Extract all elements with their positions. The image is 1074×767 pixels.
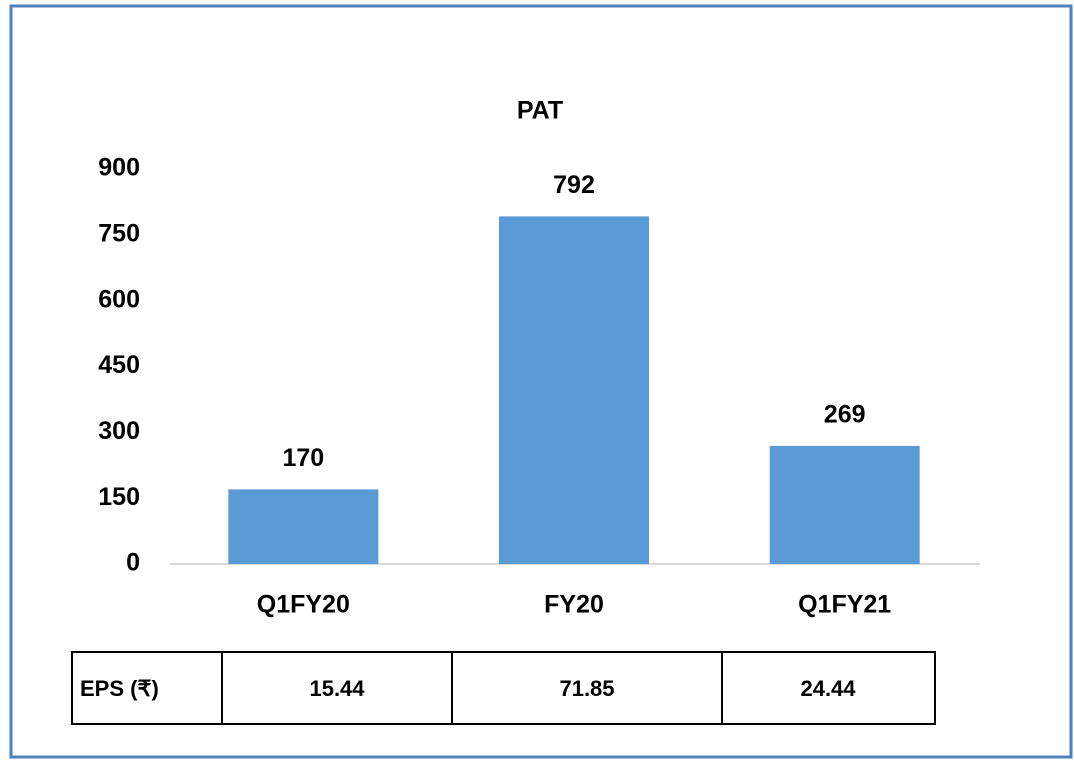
x-tick-label: FY20	[544, 591, 604, 619]
bar	[499, 216, 649, 564]
y-tick-label: 900	[98, 154, 140, 182]
x-tick-label: Q1FY21	[798, 591, 891, 619]
chart-title: PAT	[517, 97, 563, 125]
data-label: 170	[282, 444, 324, 472]
bar	[769, 445, 920, 564]
y-tick-label: 600	[98, 285, 140, 313]
x-tick-label: Q1FY20	[257, 591, 350, 619]
y-tick-label: 150	[98, 483, 140, 511]
table-cell: 71.85	[559, 676, 614, 701]
table-cell: 24.44	[800, 676, 856, 701]
y-tick-label: 0	[126, 549, 140, 577]
y-tick-label: 450	[98, 351, 140, 379]
data-label: 792	[553, 171, 595, 199]
eps-table: EPS (₹) 15.44 71.85 24.44	[71, 651, 936, 725]
table-cell: EPS (₹)	[80, 676, 159, 701]
table-cell: 15.44	[309, 676, 365, 701]
y-tick-label: 750	[98, 219, 140, 247]
data-label: 269	[824, 401, 866, 429]
y-tick-label: 300	[98, 417, 140, 445]
table-border	[71, 651, 936, 725]
bar	[228, 489, 379, 564]
